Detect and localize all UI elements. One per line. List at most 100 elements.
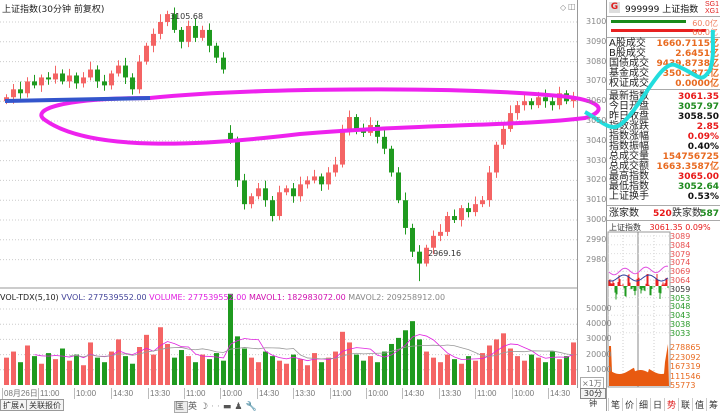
mini-volume-label: 167319 (670, 362, 701, 371)
volume-bar (158, 327, 163, 385)
stats-value: 0.53% (687, 192, 719, 202)
candle-body (459, 208, 464, 220)
tab-extend[interactable]: 扩展∧ (0, 399, 28, 411)
kline-chart[interactable] (0, 0, 578, 388)
volume-bar (480, 353, 485, 385)
mini-price-label: 3048 (670, 302, 691, 312)
candle-body (452, 216, 457, 220)
candle-body (564, 93, 569, 102)
candle-body (130, 77, 135, 90)
candle-body (536, 97, 541, 106)
candle-body (137, 61, 142, 90)
time-axis-label: 11:00 (330, 388, 352, 399)
candle-body (256, 188, 261, 197)
candle-body (417, 251, 422, 264)
volume-bar (571, 342, 576, 385)
candle-body (60, 73, 65, 82)
turnover-value: 1660.7115亿 (656, 39, 719, 49)
volume-bar (501, 333, 506, 385)
volume-bar (473, 360, 478, 385)
tab-0[interactable]: 笔 (608, 398, 622, 411)
mini-price-label: 3059 (670, 284, 691, 294)
candle-body (263, 188, 268, 201)
volume-bar (326, 357, 331, 385)
candle-body (116, 65, 121, 74)
tab-4[interactable]: 势 (664, 398, 678, 411)
time-axis-label: 11:00 (184, 388, 206, 399)
tab-2[interactable]: 细 (636, 398, 650, 411)
volume-bar (137, 347, 142, 385)
stats-row: 最低指数 3052.64 (609, 182, 719, 193)
tab-5[interactable]: 联 (678, 398, 692, 411)
volume-bar (242, 348, 247, 385)
volume-bar (102, 362, 107, 385)
candle-body (438, 231, 443, 236)
mini-volume-label: 111546 (670, 371, 701, 381)
candle-body (144, 45, 149, 62)
volume-bar (109, 351, 114, 385)
stats-label: 总成交额 (609, 161, 649, 172)
stats-row: 指数涨幅 0.09% (609, 131, 719, 143)
time-axis-label: 14:30 (548, 388, 571, 399)
volume-bar (263, 351, 268, 385)
tab-3[interactable]: 日 (650, 398, 664, 411)
keyboard-icon[interactable]: ▬ (222, 402, 235, 412)
moon-icon[interactable]: ☽ (200, 402, 212, 412)
volume-bar (18, 362, 23, 385)
user-icon[interactable]: ♟ (234, 402, 246, 412)
low-price-label: 2969.16 (428, 249, 462, 258)
mini-price-label: 3064 (670, 276, 691, 285)
mini-price: 3061.35 (649, 223, 683, 232)
period-button[interactable]: 30分钟 (580, 388, 606, 408)
quote-panel: G 999999 上证指数 SG1 XG1 60.0亿 66.0亿 涨家数 52… (606, 0, 720, 411)
panel-icon[interactable]: ◫ (568, 2, 576, 11)
tab-related-quotes[interactable]: 关联报价 (26, 399, 64, 411)
badge-g[interactable]: G (609, 2, 620, 13)
volume-bar (312, 353, 317, 385)
tag-xg1[interactable]: XG1 (704, 8, 719, 15)
stats-label: 指数涨幅 (609, 131, 649, 142)
volume-bar (452, 359, 457, 385)
volume-bar (270, 356, 275, 385)
candle-body (242, 180, 247, 205)
stock-code: 999999 (625, 5, 660, 15)
tab-1[interactable]: 价 (622, 398, 636, 411)
candle-body (25, 81, 30, 94)
volume-bar (221, 360, 226, 385)
candle-body (340, 128, 345, 165)
volume-bar (144, 334, 149, 385)
volume-axis-label: 40000 (586, 319, 612, 329)
price-axis-label: 3090 (586, 36, 607, 46)
wrench-icon[interactable]: 🔧 (245, 402, 260, 412)
candle-body (494, 144, 499, 173)
candle-body (165, 14, 170, 22)
volume-bar (522, 360, 527, 385)
volume-bar (368, 356, 373, 385)
time-axis-label: 10:00 (220, 388, 243, 399)
tab-6[interactable]: 值 (692, 398, 706, 411)
candle-body (74, 75, 79, 84)
volume-bar (186, 356, 191, 385)
mini-price-label: 3038 (670, 320, 691, 329)
candle-body (186, 25, 191, 42)
stats-row: 指数振幅 0.40% (609, 142, 719, 153)
candle-body (403, 200, 408, 228)
price-axis-label: 3000 (586, 215, 607, 224)
dots-icon[interactable]: ·· (211, 402, 223, 412)
volume-bar (466, 356, 471, 385)
tag-sg1[interactable]: SG1 (704, 1, 719, 8)
english-icon[interactable]: 英 (188, 402, 201, 412)
stats-row: 最高指数 3065.00 (609, 172, 719, 183)
stock-header: 999999 上证指数 (625, 2, 698, 15)
mini-volume-label: 55773 (670, 381, 696, 390)
tab-7[interactable]: 筹 (706, 398, 720, 411)
diamond-icon[interactable]: ◇ (560, 3, 567, 12)
time-axis-label: 10:00 (366, 388, 389, 399)
mini-volume-label: 278865 (670, 343, 701, 352)
kline-chart-area[interactable]: 上证指数(30分钟 前复权) 3105.68 2969.16 ◇ ◫ VOL-T… (0, 0, 578, 388)
volume-axis-label: 10000 (586, 364, 612, 374)
chart-icon[interactable]: 匡 (174, 401, 189, 413)
volume-bar (340, 331, 345, 385)
price-axis-label: 3080 (586, 56, 607, 66)
candle-body (221, 57, 226, 70)
